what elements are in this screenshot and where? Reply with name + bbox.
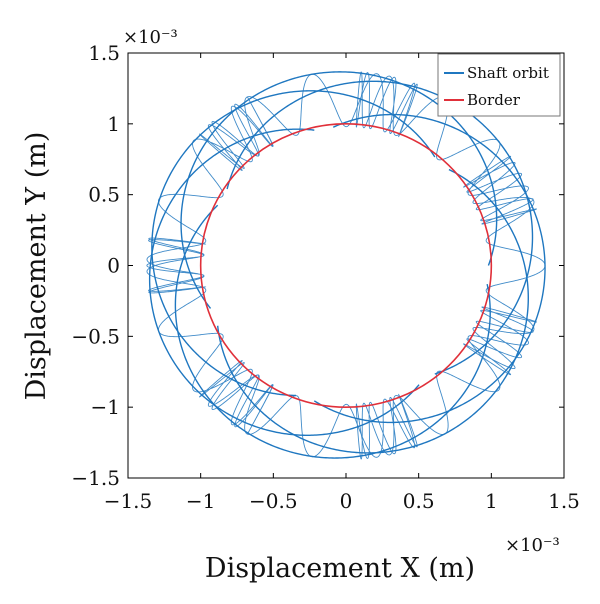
x-tick-label: −0.5 xyxy=(249,489,298,513)
y-tick-label: 1.5 xyxy=(88,41,120,65)
legend-box xyxy=(437,53,561,117)
y-tick-label: −1 xyxy=(91,395,120,419)
shaft-orbit-band xyxy=(151,90,436,397)
x-axis-label: Displacement X (m) xyxy=(205,553,475,584)
legend-label-shaft-orbit: Shaft orbit xyxy=(467,64,549,82)
y-axis-exponent: ×10⁻³ xyxy=(123,27,178,48)
x-axis-exponent: ×10⁻³ xyxy=(505,535,560,556)
shaft-orbit-band xyxy=(148,128,420,436)
shaft-orbit-band xyxy=(180,71,498,309)
shaft-orbit-band xyxy=(226,80,534,375)
y-axis-ticks: −1.5 −1 −0.5 0 0.5 1 1.5 xyxy=(71,41,564,490)
x-tick-label: −1 xyxy=(186,489,215,513)
x-tick-label: 0 xyxy=(340,489,353,513)
shaft-orbit-band xyxy=(174,204,491,459)
border-circle xyxy=(199,123,493,408)
x-tick-label: 1.5 xyxy=(548,489,580,513)
x-tick-label: 1 xyxy=(485,489,498,513)
x-tick-label: 0.5 xyxy=(403,489,435,513)
y-tick-label: 0 xyxy=(107,254,120,278)
y-tick-label: −1.5 xyxy=(71,466,120,490)
plot-background xyxy=(128,53,564,478)
shaft-orbit-series xyxy=(146,71,546,460)
legend-label-border: Border xyxy=(467,91,521,109)
y-axis-label: Displacement Y (m) xyxy=(21,132,52,401)
y-tick-label: 0.5 xyxy=(88,183,120,207)
shaft-orbit-band xyxy=(313,113,546,424)
legend: Shaft orbit Border xyxy=(437,53,561,117)
shaft-orbit-line xyxy=(146,71,546,460)
x-tick-label: −1.5 xyxy=(104,489,153,513)
shaft-orbit-band xyxy=(216,168,529,454)
y-tick-label: −0.5 xyxy=(71,324,120,348)
y-tick-label: 1 xyxy=(107,112,120,136)
x-axis-ticks: −1.5 −1 −0.5 0 0.5 1 1.5 xyxy=(104,53,580,513)
border-series xyxy=(199,123,493,408)
